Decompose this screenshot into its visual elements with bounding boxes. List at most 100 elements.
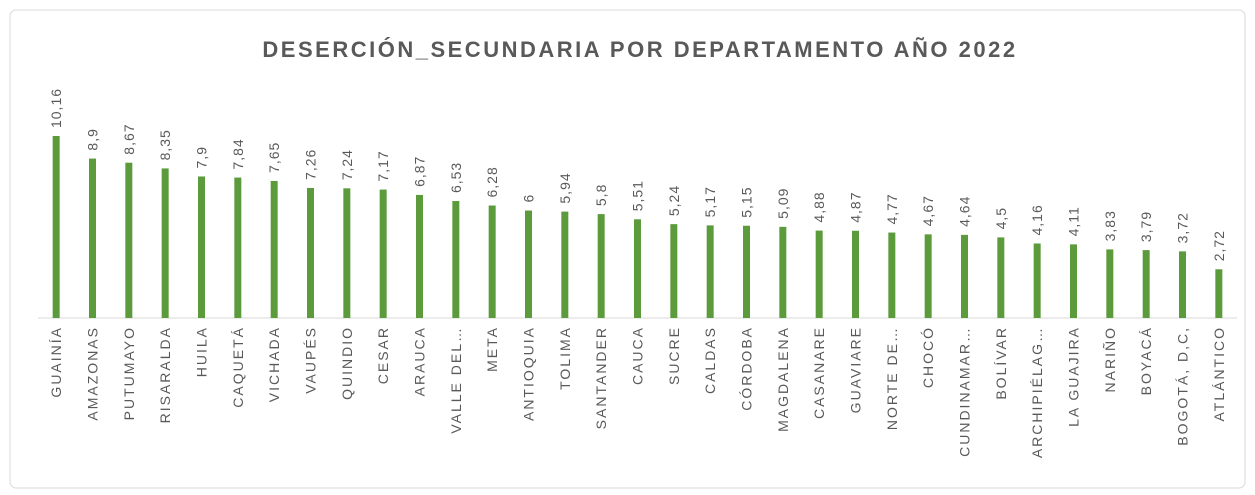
x-tick-label: ATLÁNTICO	[1211, 326, 1227, 422]
value-label: 7,84	[230, 138, 246, 169]
bar	[1215, 269, 1223, 318]
value-label: 4,67	[920, 195, 936, 226]
bar	[997, 237, 1005, 318]
value-label: 5,17	[702, 186, 718, 217]
value-label: 7,26	[303, 149, 319, 180]
x-tick-label: BOYACÁ	[1138, 326, 1154, 395]
value-label: 4,16	[1029, 204, 1045, 235]
x-tick-label: BOLÍVAR	[993, 326, 1009, 400]
bar	[379, 189, 387, 318]
x-tick-label: LA GUAJIRA	[1066, 326, 1082, 427]
value-label: 6,28	[484, 166, 500, 197]
value-label: 10,16	[48, 88, 64, 128]
bar	[161, 168, 169, 318]
x-tick-label: AMAZONAS	[85, 326, 101, 421]
value-label: 6,53	[448, 162, 464, 193]
x-tick-label: BOGOTÁ, D,C,	[1175, 326, 1191, 446]
value-label: 7,9	[194, 146, 210, 168]
x-tick-label: SUCRE	[666, 326, 682, 385]
bar	[270, 180, 278, 318]
x-tick-label: ANTIOQUIA	[521, 326, 537, 421]
value-label: 8,67	[121, 123, 137, 154]
x-tick-label: VALLE DEL…	[448, 326, 464, 434]
bar	[670, 224, 678, 318]
value-label: 4,88	[811, 191, 827, 222]
chart-frame	[9, 9, 1246, 489]
value-label: 4,5	[993, 207, 1009, 229]
bar	[416, 194, 423, 318]
x-tick-label: QUINDIO	[339, 326, 355, 400]
x-tick-label: CASANARE	[811, 326, 827, 419]
bar	[706, 225, 714, 318]
value-label: 4,87	[848, 192, 864, 223]
x-tick-label: GUAINÍA	[48, 326, 64, 398]
value-label: 3,72	[1175, 212, 1191, 243]
x-tick-label: ARAUCA	[412, 326, 428, 396]
bar	[779, 226, 787, 318]
bar	[561, 211, 569, 318]
bar	[452, 201, 460, 318]
bar	[1070, 244, 1077, 318]
value-label: 5,15	[739, 186, 755, 217]
value-label: 4,11	[1066, 206, 1082, 236]
value-label: 7,24	[339, 149, 355, 180]
value-label: 5,24	[666, 185, 682, 216]
x-tick-label: CAUCA	[630, 326, 646, 385]
x-tick-label: CUNDINAMAR…	[957, 326, 973, 457]
x-tick-label: NARIÑO	[1102, 326, 1118, 392]
x-tick-label: HUILA	[194, 326, 210, 377]
bar	[343, 188, 351, 318]
value-label: 6,87	[412, 156, 428, 187]
bar	[1106, 249, 1114, 318]
x-tick-label: CALDAS	[702, 326, 718, 394]
value-label: 5,51	[630, 180, 646, 211]
x-tick-label: NORTE DE…	[884, 326, 900, 430]
bar	[597, 214, 605, 318]
bar	[743, 225, 750, 318]
x-tick-label: MAGDALENA	[775, 326, 791, 432]
bar	[1142, 250, 1150, 318]
value-label: 2,72	[1211, 230, 1227, 261]
bar	[198, 176, 205, 318]
value-label: 4,77	[884, 193, 900, 224]
value-label: 5,8	[593, 184, 609, 206]
value-label: 7,17	[375, 150, 391, 181]
bar	[488, 205, 496, 318]
value-label: 8,9	[85, 128, 101, 150]
x-tick-label: META	[484, 326, 500, 372]
value-label: 5,09	[775, 188, 791, 219]
bar	[89, 158, 96, 318]
bar	[888, 232, 896, 318]
bar	[634, 219, 641, 318]
x-tick-label: CESAR	[375, 326, 391, 384]
x-tick-label: PUTUMAYO	[121, 326, 137, 420]
value-label: 3,83	[1102, 210, 1118, 241]
bar	[852, 230, 859, 318]
x-tick-label: ARCHIPIÉLAG…	[1029, 326, 1045, 458]
bar	[52, 136, 60, 318]
x-tick-label: TOLIMA	[557, 326, 573, 390]
bar	[961, 234, 968, 318]
bar	[815, 230, 823, 318]
bar	[924, 234, 932, 318]
x-tick-label: RISARALDA	[157, 326, 173, 423]
value-label: 4,64	[957, 196, 973, 227]
bar	[1179, 251, 1186, 318]
x-tick-label: CAQUETÁ	[230, 326, 246, 408]
x-tick-label: CHOCÓ	[920, 326, 936, 388]
x-tick-label: VICHADA	[266, 326, 282, 402]
bar	[1033, 243, 1041, 318]
value-label: 7,65	[266, 142, 282, 173]
chart-title: DESERCIÓN_SECUNDARIA POR DEPARTAMENTO AÑ…	[262, 37, 1017, 62]
bar	[525, 210, 532, 318]
value-label: 8,35	[157, 129, 173, 160]
value-label: 5,94	[557, 172, 573, 203]
x-tick-label: GUAVIARE	[848, 326, 864, 413]
x-tick-label: VAUPÉS	[303, 326, 319, 394]
value-label: 3,79	[1138, 211, 1154, 242]
bar	[125, 162, 133, 318]
x-tick-label: SANTANDER	[593, 326, 609, 429]
x-tick-label: CÓRDOBA	[739, 326, 755, 411]
value-label: 6	[521, 194, 537, 203]
